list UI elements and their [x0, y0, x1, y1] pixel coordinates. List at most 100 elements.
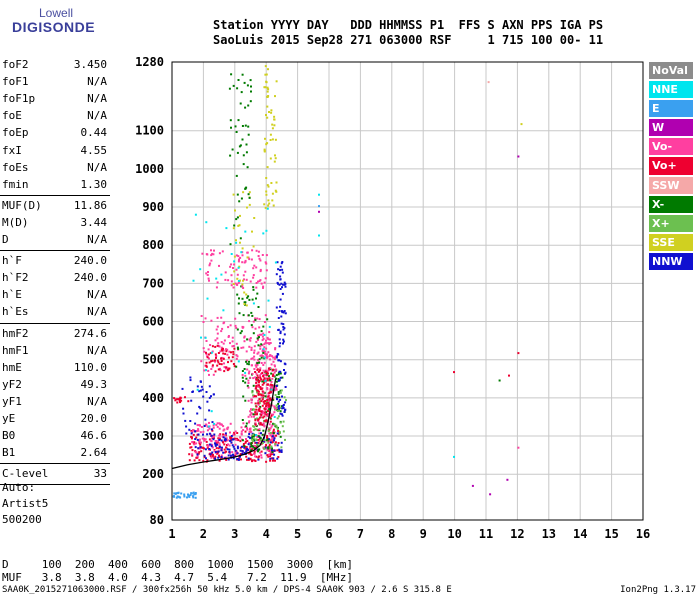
- echo-point: [256, 362, 259, 365]
- echo-point: [247, 363, 250, 366]
- echo-point: [176, 495, 179, 498]
- echo-point: [281, 407, 284, 410]
- echo-point: [231, 345, 234, 348]
- echo-point: [263, 150, 266, 153]
- echo-point: [220, 449, 223, 452]
- echo-point: [282, 311, 285, 314]
- echo-point: [271, 123, 274, 126]
- echo-point: [246, 368, 249, 371]
- echo-point: [270, 363, 273, 366]
- echo-point: [251, 437, 254, 440]
- echo-point: [258, 398, 261, 401]
- echo-point: [188, 453, 191, 456]
- echo-point: [199, 268, 202, 271]
- echo-point: [205, 440, 208, 443]
- echo-point: [194, 496, 197, 499]
- echo-point: [272, 413, 275, 416]
- echo-point: [252, 425, 255, 428]
- echo-point: [244, 445, 247, 448]
- echo-point: [223, 321, 226, 324]
- echo-point: [278, 345, 281, 348]
- echo-point: [266, 438, 269, 441]
- echo-point: [218, 438, 221, 441]
- echo-point: [274, 384, 277, 387]
- echo-point: [257, 250, 260, 253]
- echo-point: [266, 446, 269, 449]
- echo-point: [225, 458, 228, 461]
- echo-point: [250, 90, 252, 93]
- param-key: MUF(D): [2, 198, 42, 212]
- echo-point: [269, 446, 272, 449]
- param-value: N/A: [87, 343, 107, 357]
- param-value: 240.0: [73, 271, 107, 285]
- echo-point: [268, 355, 271, 358]
- echo-point: [217, 447, 220, 450]
- echo-point: [254, 441, 257, 444]
- echo-point: [275, 387, 278, 390]
- echo-point: [211, 252, 214, 255]
- echo-point: [273, 436, 276, 439]
- echo-point: [282, 326, 285, 328]
- echo-point: [250, 443, 253, 445]
- echo-point: [256, 378, 259, 381]
- echo-point: [263, 407, 266, 410]
- echo-point: [261, 404, 264, 407]
- echo-point: [229, 422, 232, 425]
- echo-point: [261, 350, 264, 353]
- echo-point: [265, 460, 268, 463]
- echo-point: [216, 440, 219, 443]
- echo-point: [231, 336, 234, 339]
- echo-point: [274, 394, 277, 397]
- echo-point: [213, 359, 216, 362]
- plot-frame: [171, 61, 644, 521]
- echo-point: [276, 427, 279, 430]
- echo-point: [205, 351, 207, 354]
- echo-point: [206, 445, 209, 448]
- echo-point: [274, 95, 276, 98]
- echo-point: [247, 372, 250, 375]
- echo-point: [237, 119, 240, 122]
- echo-point: [210, 395, 212, 398]
- echo-point: [252, 332, 255, 335]
- legend-item-w: W: [649, 119, 693, 137]
- param-row: yE 20.0: [0, 410, 110, 427]
- outlier-point: [318, 205, 320, 208]
- echo-point: [212, 393, 215, 396]
- echo-point: [258, 407, 261, 410]
- echo-point: [260, 415, 263, 418]
- echo-point: [252, 452, 255, 455]
- echo-point: [244, 270, 247, 273]
- echo-point: [263, 343, 266, 346]
- echo-point: [208, 373, 210, 376]
- echo-point: [260, 410, 263, 413]
- echo-point: [256, 413, 258, 416]
- legend-item-noval: NoVal: [649, 62, 693, 80]
- echo-point: [266, 374, 269, 377]
- echo-point: [233, 447, 236, 450]
- echo-point: [237, 439, 240, 442]
- echo-point: [252, 413, 255, 416]
- echo-point: [191, 431, 194, 433]
- echo-point: [255, 384, 258, 387]
- echo-point: [230, 360, 233, 363]
- echo-point: [189, 446, 192, 449]
- echo-point: [278, 405, 281, 407]
- echo-point: [268, 453, 271, 456]
- echo-point: [247, 295, 250, 298]
- echo-point: [188, 428, 191, 431]
- param-key: B0: [2, 429, 16, 443]
- auto-label: Auto:: [2, 481, 36, 494]
- echo-point: [253, 425, 256, 428]
- echo-point: [233, 365, 236, 368]
- echo-point: [264, 350, 267, 353]
- echo-point: [257, 418, 259, 421]
- echo-point: [268, 111, 270, 113]
- echo-point: [186, 496, 188, 499]
- echo-point: [192, 496, 195, 499]
- trace-curve: [171, 378, 277, 470]
- echo-point: [192, 491, 195, 494]
- echo-point: [250, 364, 253, 367]
- y-tick-label: 600: [142, 315, 164, 329]
- x-tick-label: 9: [420, 527, 427, 541]
- echo-point: [270, 109, 273, 112]
